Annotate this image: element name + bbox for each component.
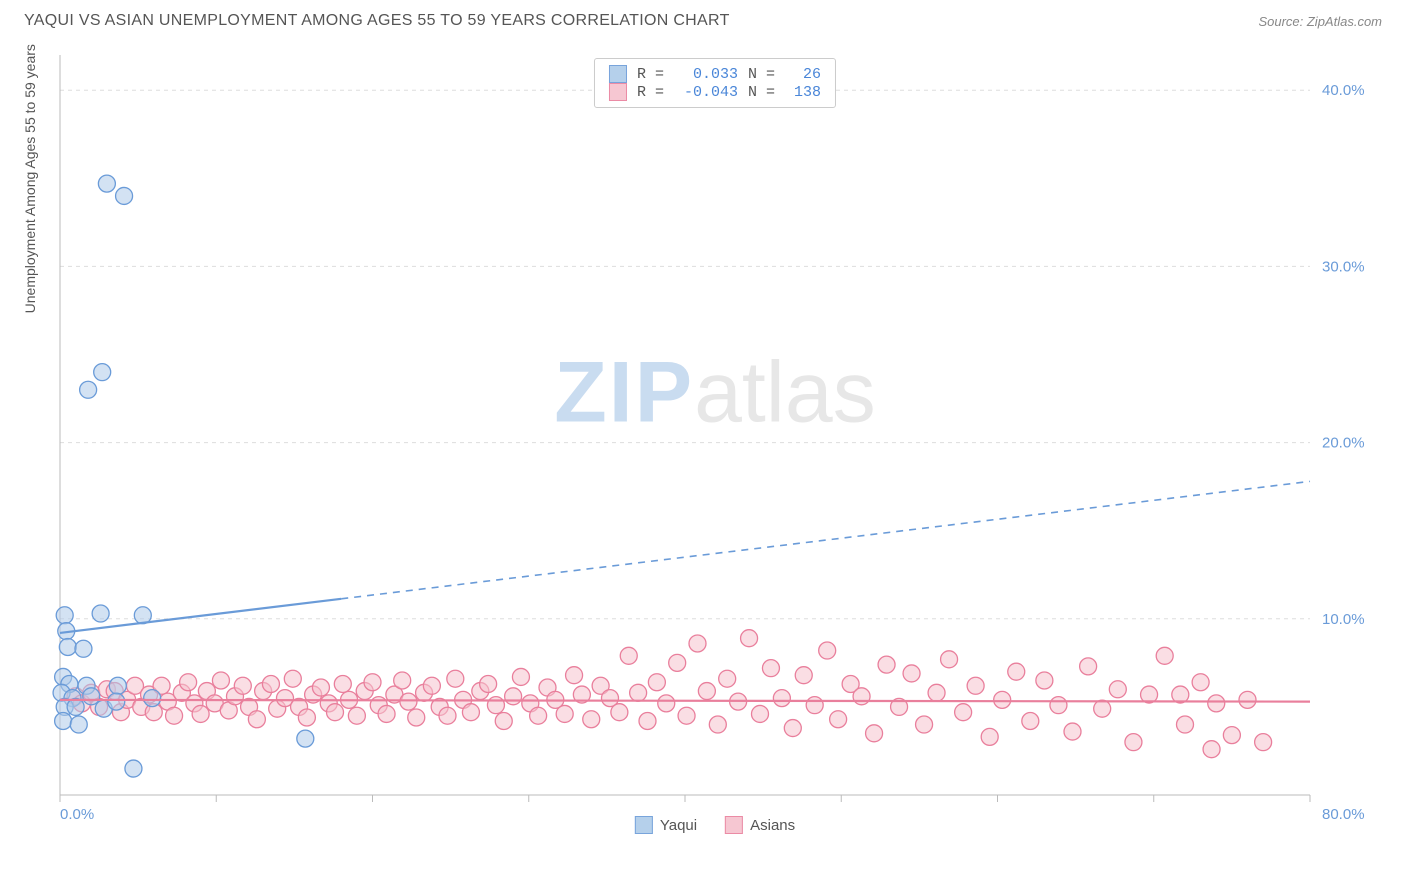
scatter-plot-svg: 10.0% 20.0% 30.0% 40.0% 0.0% 80.0% (50, 50, 1380, 830)
legend-item-asians: Asians (725, 816, 795, 834)
stats-n-label2: N = (748, 84, 775, 101)
svg-text:10.0%: 10.0% (1322, 611, 1365, 628)
stats-row-asians: R = -0.043 N = 138 (609, 83, 821, 101)
svg-text:80.0%: 80.0% (1322, 806, 1365, 823)
chart-title: YAQUI VS ASIAN UNEMPLOYMENT AMONG AGES 5… (24, 12, 730, 30)
source-label: Source: ZipAtlas.com (1258, 14, 1382, 29)
stats-n-yaqui: 26 (785, 66, 821, 83)
legend-item-yaqui: Yaqui (635, 816, 697, 834)
stats-r-label2: R = (637, 84, 664, 101)
legend-label-yaqui: Yaqui (660, 817, 697, 834)
svg-text:30.0%: 30.0% (1322, 258, 1365, 275)
svg-text:0.0%: 0.0% (60, 806, 94, 823)
stats-n-asians: 138 (785, 84, 821, 101)
svg-text:20.0%: 20.0% (1322, 435, 1365, 452)
stats-r-yaqui: 0.033 (674, 66, 738, 83)
legend-label-asians: Asians (750, 817, 795, 834)
swatch-asians (609, 83, 627, 101)
bottom-legend: Yaqui Asians (635, 816, 795, 834)
chart-area: Unemployment Among Ages 55 to 59 years Z… (50, 50, 1380, 830)
legend-swatch-asians (725, 816, 743, 834)
y-axis-label: Unemployment Among Ages 55 to 59 years (22, 44, 38, 313)
legend-swatch-yaqui (635, 816, 653, 834)
stats-row-yaqui: R = 0.033 N = 26 (609, 65, 821, 83)
svg-text:40.0%: 40.0% (1322, 82, 1365, 99)
stats-n-label: N = (748, 66, 775, 83)
stats-r-asians: -0.043 (674, 84, 738, 101)
swatch-yaqui (609, 65, 627, 83)
stats-r-label: R = (637, 66, 664, 83)
stats-legend-box: R = 0.033 N = 26 R = -0.043 N = 138 (594, 58, 836, 108)
